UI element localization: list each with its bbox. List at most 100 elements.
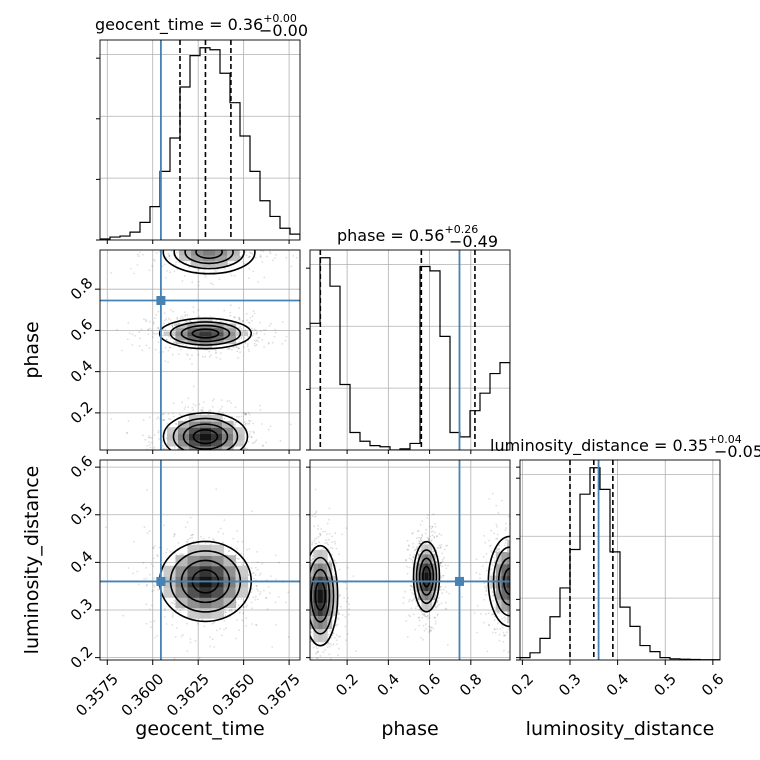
xlabel-luminosity-distance: luminosity_distance [526, 718, 715, 740]
scatter-point [186, 540, 189, 543]
scatter-point [261, 339, 264, 341]
scatter-point [268, 592, 271, 595]
scatter-point [229, 314, 232, 317]
scatter-point [443, 548, 446, 551]
scatter-point [257, 598, 259, 601]
scatter-point [245, 413, 248, 415]
scatter-point [225, 627, 228, 630]
scatter-point [329, 546, 332, 549]
scatter-point [156, 333, 159, 335]
density-cell [203, 250, 216, 256]
scatter-point [406, 548, 409, 551]
scatter-point [191, 406, 194, 409]
density-cell [428, 562, 433, 573]
scatter-point [152, 557, 155, 560]
scatter-content-1 [100, 460, 300, 660]
scatter-point [238, 341, 240, 343]
scatter-point [419, 523, 422, 526]
scatter-point [408, 557, 411, 560]
histogram-step-0 [100, 47, 300, 240]
density-cell [189, 427, 201, 434]
scatter-point [284, 339, 287, 342]
scatter-point [255, 332, 258, 335]
scatter-point [502, 640, 505, 643]
scatter-point [162, 351, 164, 353]
scatter-point [177, 542, 180, 544]
scatter-point [178, 413, 181, 415]
scatter-point [337, 618, 340, 620]
scatter-point [141, 349, 144, 352]
scatter-point [148, 320, 151, 323]
scatter-point [215, 488, 218, 491]
scatter-point [501, 618, 504, 620]
scatter-point [219, 320, 221, 323]
scatter-point [222, 412, 225, 414]
scatter-point [182, 553, 185, 556]
scatter-point [187, 538, 190, 541]
scatter-point [267, 341, 270, 344]
scatter-point [235, 346, 238, 348]
scatter-point [440, 561, 442, 564]
contour-0-2-0 [195, 250, 223, 260]
scatter-point [491, 594, 494, 597]
scatter-point [327, 643, 330, 646]
scatter-point [146, 583, 149, 586]
scatter-point [503, 544, 506, 547]
scatter-point [245, 312, 248, 315]
scatter-point [252, 270, 255, 273]
scatter-point [173, 324, 176, 327]
scatter-point [248, 548, 251, 550]
scatter-point [328, 518, 330, 521]
scatter-point [196, 622, 199, 625]
scatter-point [427, 537, 430, 540]
scatter-point [246, 343, 249, 346]
density-cell [178, 439, 190, 447]
density-cell [189, 433, 201, 441]
scatter-point [498, 639, 501, 642]
density-cell [327, 576, 333, 590]
scatter-point [175, 422, 177, 425]
scatter-point [215, 351, 218, 354]
density-cell [167, 427, 179, 434]
scatter-point [126, 432, 129, 434]
scatter-point [285, 601, 287, 604]
scatter-point [338, 553, 340, 555]
scatter-point [138, 337, 141, 340]
title-luminosity-distance: luminosity_distance = 0.35+0.04 [490, 433, 742, 456]
density-cell [187, 339, 201, 345]
scatter-point [331, 535, 333, 538]
scatter-point [335, 562, 338, 565]
scatter-point [246, 604, 248, 607]
density-cell [199, 607, 213, 619]
scatter-point [426, 536, 429, 539]
density-cell [331, 576, 337, 590]
scatter-point [328, 533, 331, 535]
scatter-point [461, 596, 464, 599]
density-cell [235, 565, 249, 577]
scatter-point [494, 559, 497, 562]
scatter-point [487, 623, 490, 626]
scatter-point [332, 643, 335, 645]
scatter-point [287, 591, 290, 594]
scatter-point [328, 507, 331, 510]
scatter-point [436, 535, 438, 538]
scatter-point [492, 600, 494, 602]
scatter-point [236, 557, 239, 560]
scatter-point [254, 595, 257, 598]
scatter-point [244, 447, 247, 450]
scatter-point [244, 421, 246, 423]
scatter-point [240, 415, 243, 418]
density-cell [187, 565, 201, 577]
scatter-point [173, 603, 176, 605]
density-cell [200, 427, 212, 434]
scatter-point [414, 549, 417, 551]
contour-0-1-3 [158, 317, 253, 350]
xlabel-phase: phase [381, 718, 438, 740]
scatter-point [138, 331, 141, 334]
scatter-point [269, 252, 272, 255]
scatter-point [429, 626, 432, 629]
truth-marker-2 [454, 576, 464, 586]
scatter-point [210, 282, 213, 285]
scatter-point [274, 253, 277, 256]
scatter-point [485, 561, 488, 563]
